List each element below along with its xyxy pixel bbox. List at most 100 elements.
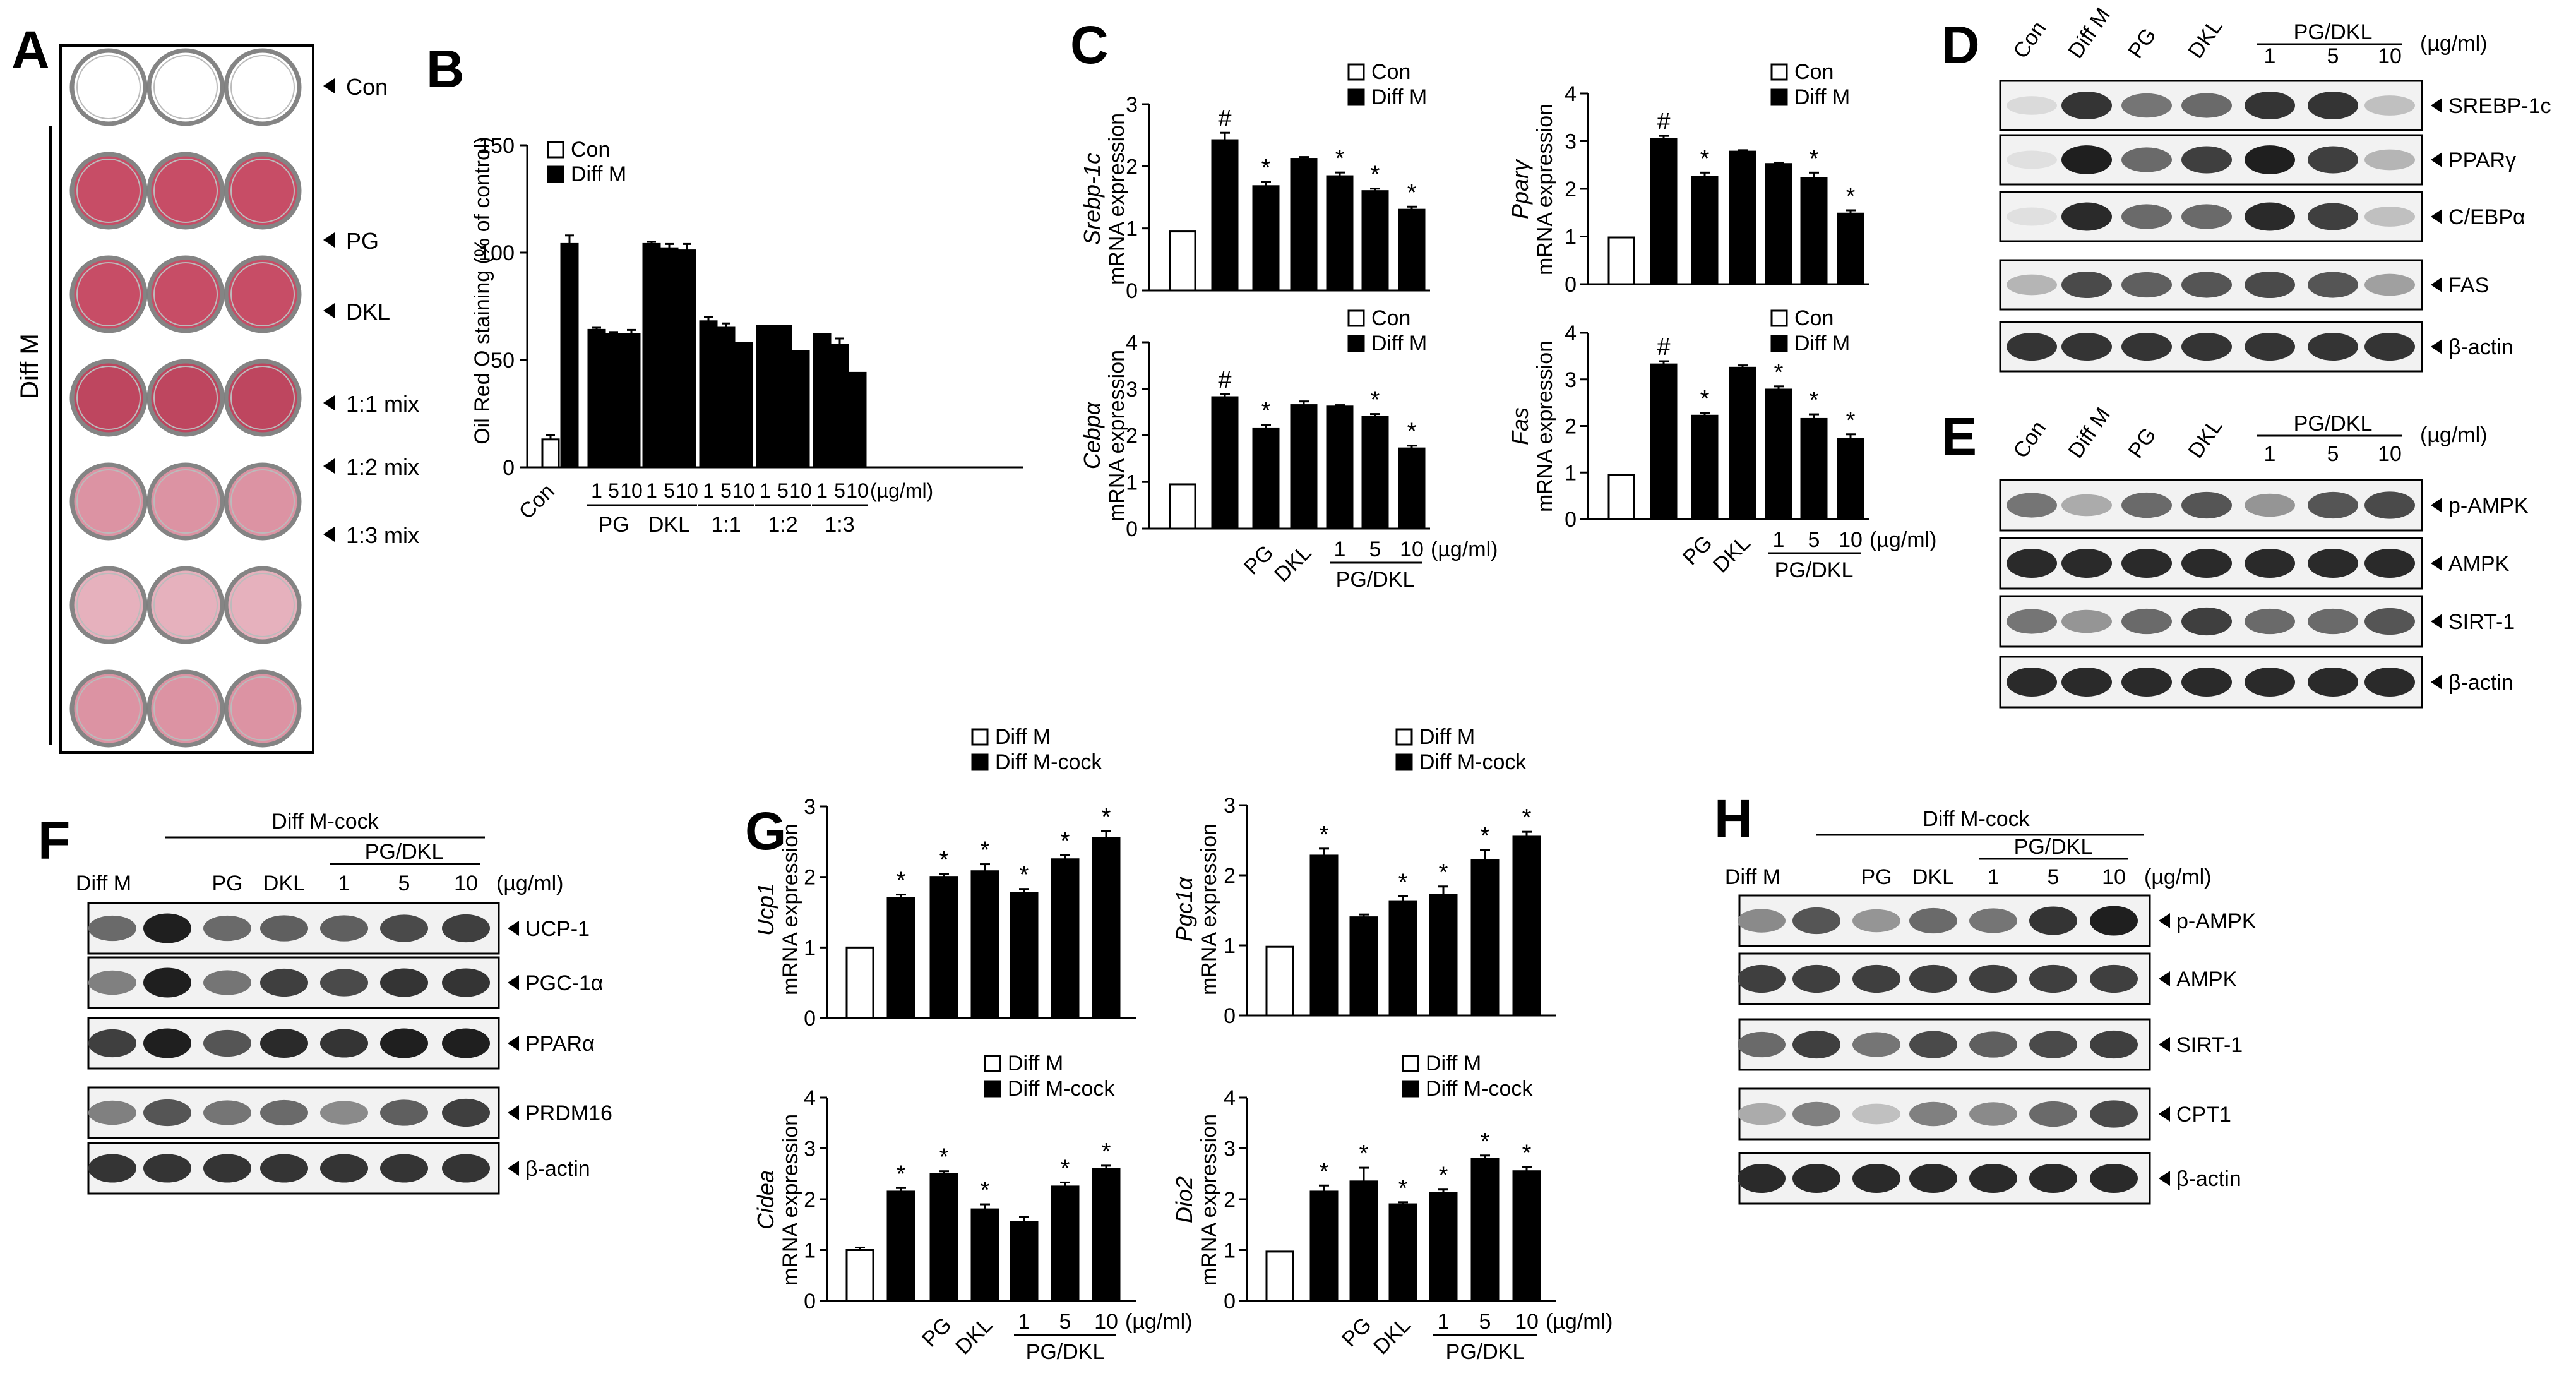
ytick-label: 0 xyxy=(1126,279,1138,303)
bar-dkl-1 xyxy=(642,242,661,469)
bar-pg-5 xyxy=(604,333,623,469)
legend-swatch-open xyxy=(1347,63,1365,81)
bar-con xyxy=(1607,474,1635,520)
bar-dkl-10 xyxy=(677,249,696,469)
band-arrow-icon xyxy=(2431,209,2442,224)
band xyxy=(1969,1102,2017,1126)
band xyxy=(1738,1031,1786,1058)
group-label-pg-dkl: PG/DKL xyxy=(1775,558,1854,582)
ytick-label: 4 xyxy=(1126,331,1138,355)
legend-label-open: Diff M xyxy=(995,725,1051,749)
group-label-1-3: 1:3 xyxy=(825,513,854,537)
ylabel-mrna: mRNA expression xyxy=(1105,113,1129,285)
band xyxy=(2364,548,2415,578)
significance-mark: # xyxy=(1218,105,1231,132)
row-arrow-icon xyxy=(323,232,335,248)
well xyxy=(146,462,225,541)
ylabel-mrna: mRNA expression xyxy=(778,1114,802,1286)
ytick-label: 3 xyxy=(804,1137,816,1161)
unit-label: (µg/ml) xyxy=(1431,537,1498,561)
significance-mark: * xyxy=(1061,828,1070,854)
ytick-label: 3 xyxy=(1224,1137,1236,1161)
significance-mark: * xyxy=(897,1161,906,1187)
band-arrow-icon xyxy=(2431,98,2442,113)
band xyxy=(88,970,136,995)
chart-b-ytick-label: 150 xyxy=(479,134,515,158)
group-label-pg-dkl: PG/DKL xyxy=(2014,835,2093,859)
bar-1-3-1 xyxy=(813,333,832,469)
lane-label-dose: 1 xyxy=(2264,442,2276,466)
band xyxy=(2245,92,2295,119)
lane-label-5: 5 xyxy=(398,871,410,895)
band xyxy=(2090,1163,2138,1194)
bar-diff-m xyxy=(845,946,874,1019)
ytick-label: 0 xyxy=(1224,1290,1236,1314)
legend-swatch-open xyxy=(1770,309,1788,327)
band xyxy=(88,1154,136,1183)
diffm-side-label: Diff M xyxy=(16,333,44,399)
panel-label-a: A xyxy=(11,20,50,80)
legend-label-filled: Diff M-cock xyxy=(1419,750,1527,774)
lane-label-dose: 5 xyxy=(2327,44,2339,68)
band xyxy=(2029,1163,2077,1194)
band xyxy=(1969,908,2017,933)
band-label-c-ebp: C/EBPα xyxy=(2448,205,2525,229)
bar-diff-m-cock xyxy=(886,897,915,1019)
band-arrow-icon xyxy=(2431,152,2442,167)
ytick-label: 2 xyxy=(804,1188,816,1212)
ylabel-mrna: mRNA expression xyxy=(1533,104,1557,275)
significance-mark: * xyxy=(1700,145,1710,172)
band xyxy=(442,968,490,997)
legend-swatch-filled xyxy=(1770,335,1788,352)
bar-pg-1 xyxy=(587,328,606,469)
legend-label-open: Con xyxy=(1371,306,1410,330)
ytick-label: 1 xyxy=(1126,217,1138,241)
legend-swatch-con xyxy=(547,141,564,159)
band xyxy=(2061,202,2112,231)
legend-label-filled: Diff M xyxy=(1371,332,1427,356)
band xyxy=(442,1098,490,1127)
band-label-actin: β-actin xyxy=(2448,335,2513,359)
xlabel-dose: 10 xyxy=(732,479,755,502)
well-rim xyxy=(153,676,218,741)
bar-pg xyxy=(929,1173,958,1302)
bar-pg xyxy=(1252,427,1280,530)
significance-mark: * xyxy=(1398,869,1408,895)
ytick-label: 3 xyxy=(1565,130,1577,154)
band-label-ppar: PPARα xyxy=(525,1032,595,1056)
bar-1-3-5 xyxy=(830,344,849,469)
panel-h-western-blot: Diff M-cock Diff M PG DKL 1 5 10 PG/DKL (µg/ml) p… xyxy=(1725,807,2257,1205)
well xyxy=(224,359,302,437)
lane-label-pg: PG xyxy=(212,871,242,895)
well-rim xyxy=(76,573,141,637)
band-label-sirt-1: SIRT-1 xyxy=(2448,610,2515,634)
band-arrow-icon xyxy=(2431,339,2442,354)
lane-label-dkl: DKL xyxy=(263,871,305,895)
bar-diff-m xyxy=(1265,945,1294,1017)
ytick-label: 3 xyxy=(1126,93,1138,117)
band xyxy=(203,1100,251,1125)
band xyxy=(2245,608,2295,635)
significance-mark: # xyxy=(1657,334,1670,361)
band xyxy=(2121,333,2172,361)
ytick-label: 3 xyxy=(1126,378,1138,402)
unit-label: (µg/ml) xyxy=(2420,423,2487,447)
significance-mark: * xyxy=(1398,1175,1408,1202)
band xyxy=(1738,909,1786,933)
band-arrow-icon xyxy=(2431,614,2442,629)
bar-1 xyxy=(1429,894,1458,1017)
band xyxy=(2245,271,2295,299)
band xyxy=(2061,494,2112,517)
bar-1-3-10 xyxy=(848,371,867,469)
legend-label-open: Diff M xyxy=(1008,1051,1063,1075)
band xyxy=(2308,272,2358,298)
ytick-label: 4 xyxy=(804,1086,816,1110)
group-label-pg: PG xyxy=(598,513,629,537)
plate-row-labels: Con PG DKL 1:1 mix 1:2 mix 1:3 mix xyxy=(323,74,419,548)
panel-f-western-blot: Diff M-cock Diff M PG DKL 1 5 10 PG/DKL (µg/ml) U… xyxy=(76,810,612,1195)
ytick-label: 2 xyxy=(1565,177,1577,201)
significance-mark: * xyxy=(1481,823,1490,849)
well-rim xyxy=(230,262,295,326)
row-label-1-2-mix: 1:2 mix xyxy=(346,454,419,480)
